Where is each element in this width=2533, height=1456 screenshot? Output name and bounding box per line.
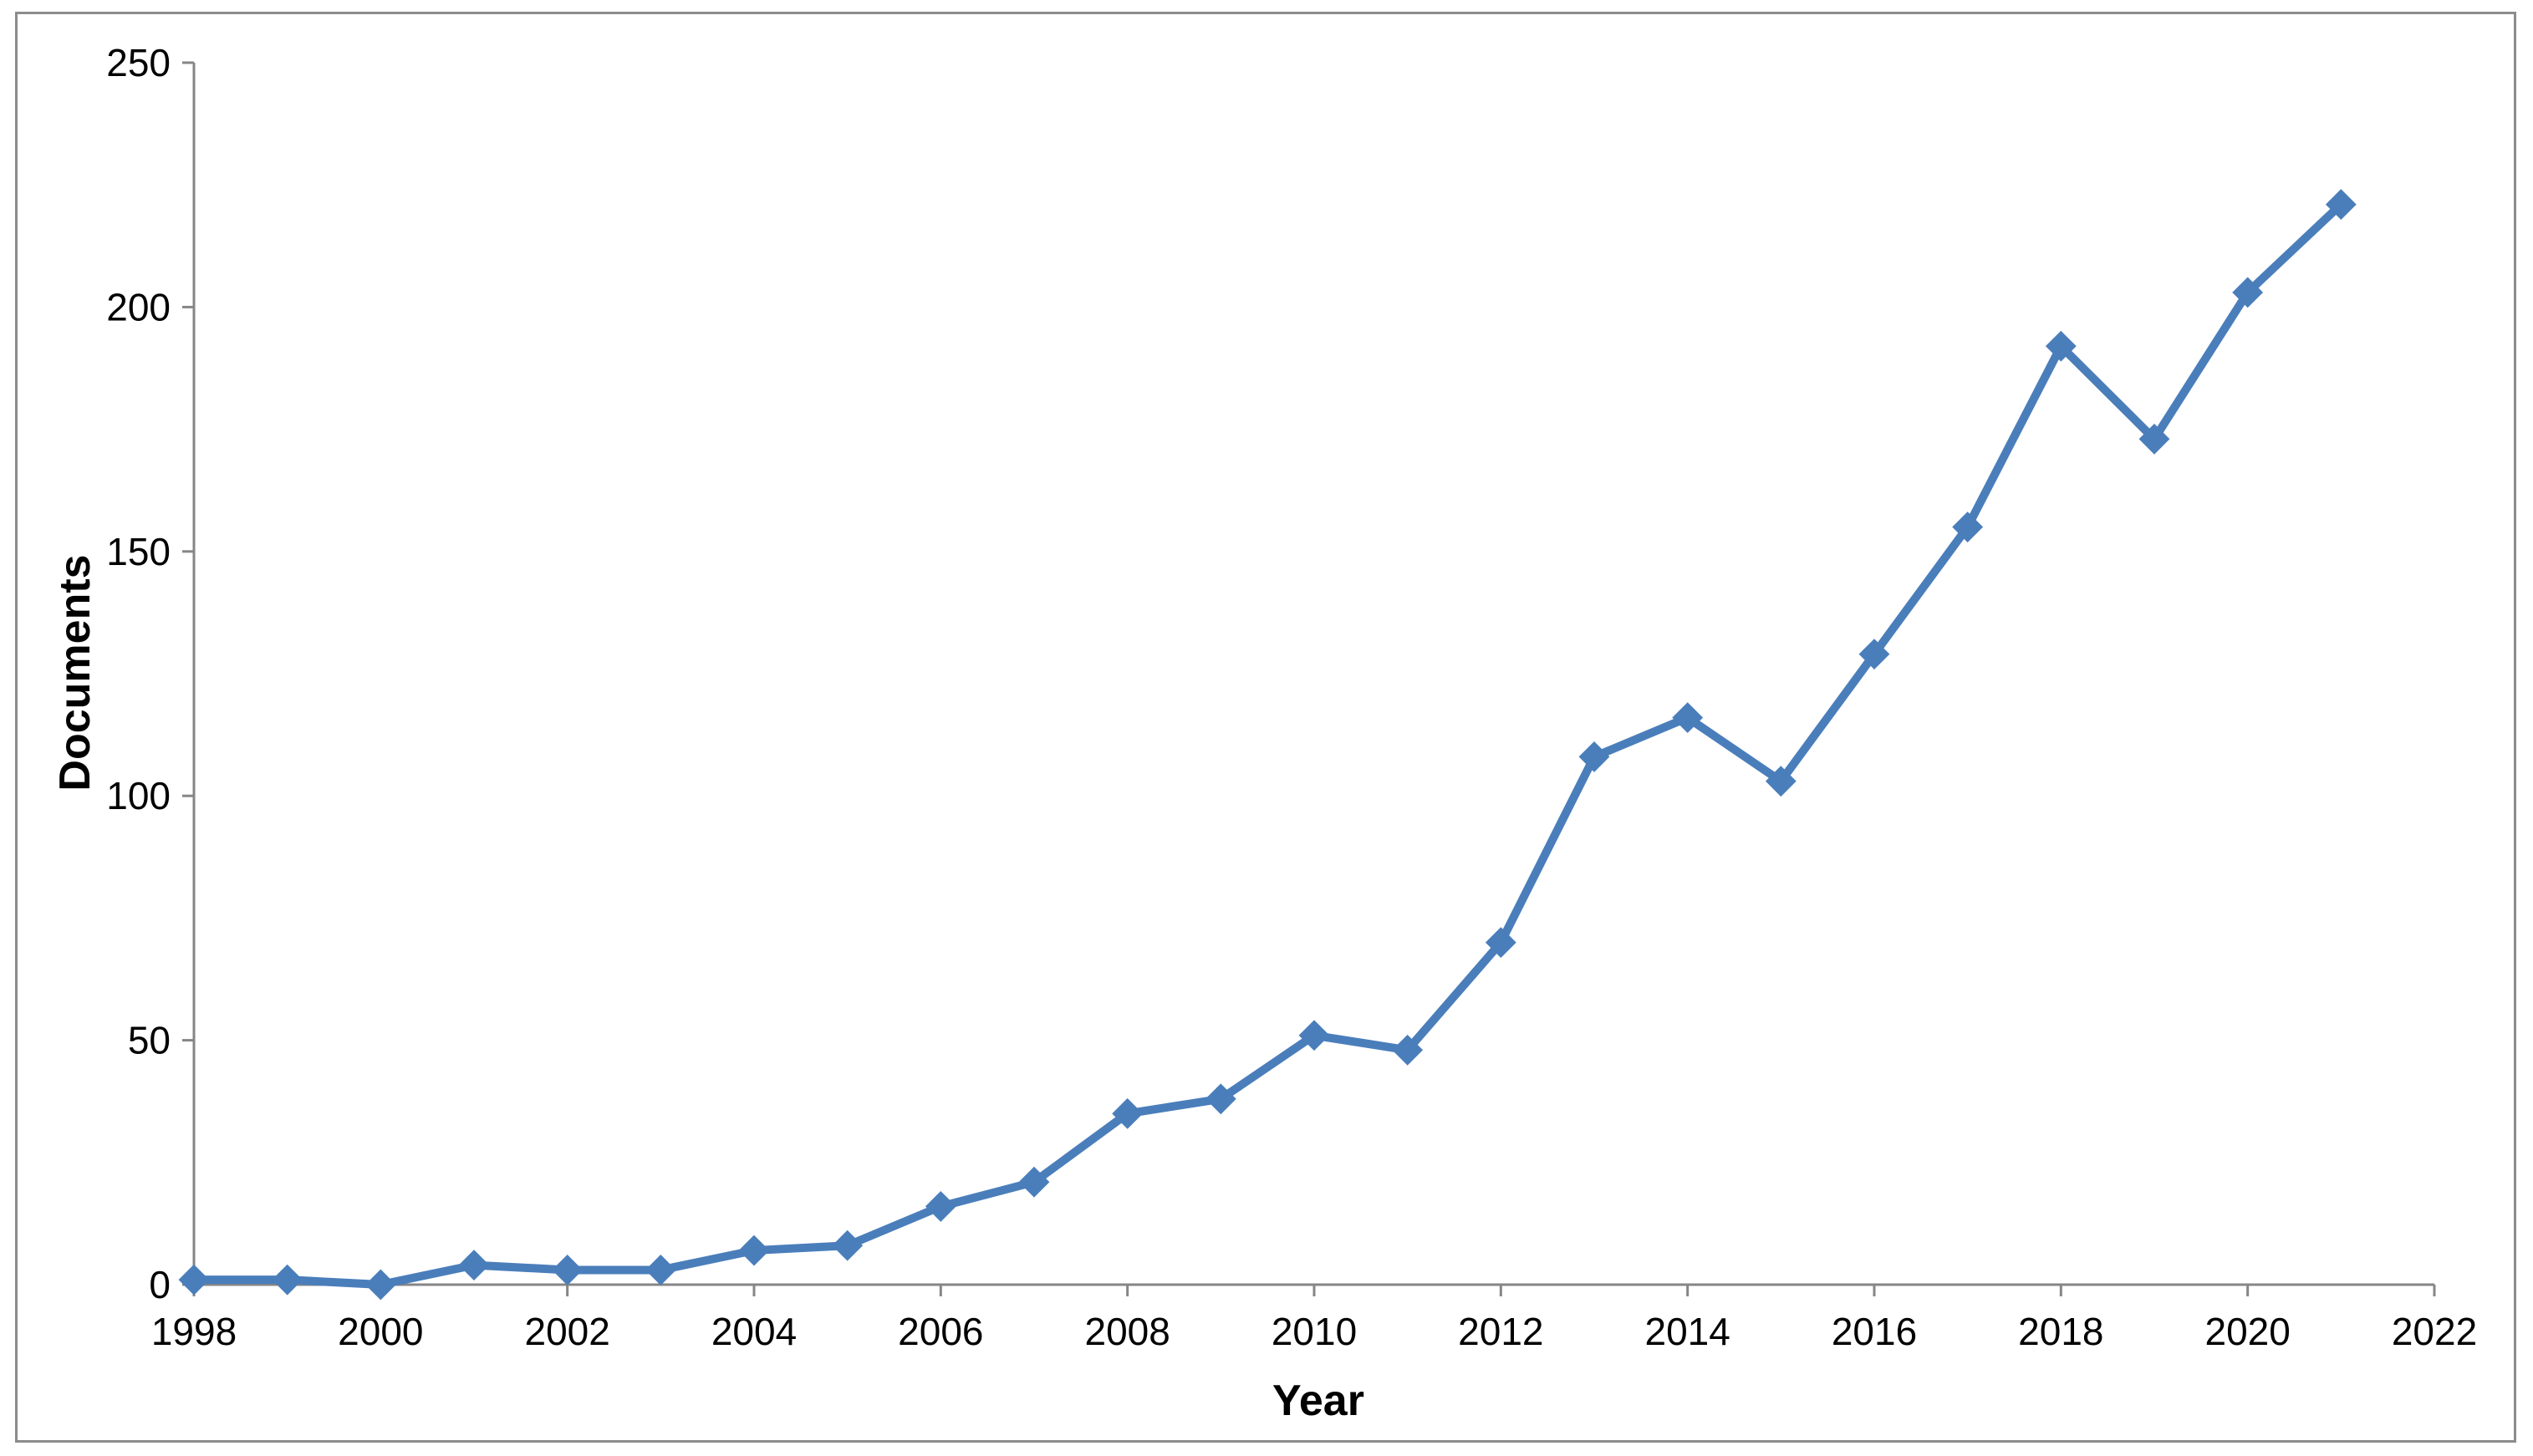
data-point-marker [1018, 1166, 1050, 1198]
x-tick-label: 2018 [2018, 1310, 2103, 1353]
x-tick-label: 2020 [2204, 1310, 2290, 1353]
data-point-marker [1392, 1034, 1424, 1066]
data-point-marker [178, 1264, 210, 1296]
data-point-marker [2232, 277, 2264, 308]
x-tick-label: 2014 [1644, 1310, 1730, 1353]
y-tick-label: 200 [106, 285, 171, 328]
data-point-marker [272, 1264, 303, 1296]
axes [182, 61, 2436, 1296]
x-tick-label: 2012 [1458, 1310, 1543, 1353]
data-point-marker [364, 1269, 396, 1301]
data-point-marker [1672, 702, 1704, 734]
x-tick-label: 1998 [151, 1310, 237, 1353]
tick-labels: 0 50 100 150 200 250 1998 2000 2002 2004 2006 2008 2… [106, 41, 2477, 1353]
data-point-marker [1298, 1020, 1330, 1051]
data-point-marker [738, 1235, 770, 1266]
data-point-marker [1578, 741, 1610, 772]
data-point-marker [1952, 512, 1984, 542]
data-point-marker [1205, 1083, 1236, 1115]
y-tick-label: 50 [128, 1019, 171, 1062]
data-point-marker [925, 1191, 956, 1222]
x-axis-title: Year [1272, 1377, 1364, 1425]
data-point-marker [2045, 330, 2077, 362]
data-point-marker [458, 1250, 490, 1281]
line-chart: 0 50 100 150 200 250 1998 2000 2002 2004 2006 2008 2… [51, 41, 2477, 1425]
data-point-marker [1765, 766, 1797, 797]
series-layer [178, 189, 2357, 1301]
series-line [190, 200, 2346, 1289]
data-point-marker [645, 1255, 676, 1285]
chart-frame: 0 50 100 150 200 250 1998 2000 2002 2004 2006 2008 2… [15, 12, 2516, 1443]
y-axis-title: Documents [51, 554, 99, 791]
y-tick-label: 0 [149, 1263, 171, 1306]
y-tick-label: 250 [106, 41, 171, 84]
data-point-marker [2138, 423, 2170, 455]
data-point-marker [1858, 639, 1890, 670]
x-tick-label: 2016 [1832, 1310, 1917, 1353]
x-tick-label: 2000 [338, 1310, 423, 1353]
x-tick-label: 2002 [524, 1310, 609, 1353]
x-tick-label: 2008 [1084, 1310, 1170, 1353]
y-tick-label: 150 [106, 530, 171, 573]
x-tick-label: 2004 [711, 1310, 797, 1353]
data-point-marker [1485, 927, 1516, 959]
x-tick-label: 2006 [898, 1310, 983, 1353]
x-tick-label: 2022 [2392, 1310, 2477, 1353]
data-point-marker [2325, 189, 2357, 221]
y-tick-label: 100 [106, 774, 171, 817]
data-point-marker [552, 1255, 584, 1285]
x-tick-label: 2010 [1272, 1310, 1357, 1353]
data-point-marker [1112, 1097, 1144, 1129]
data-point-marker [832, 1229, 864, 1261]
